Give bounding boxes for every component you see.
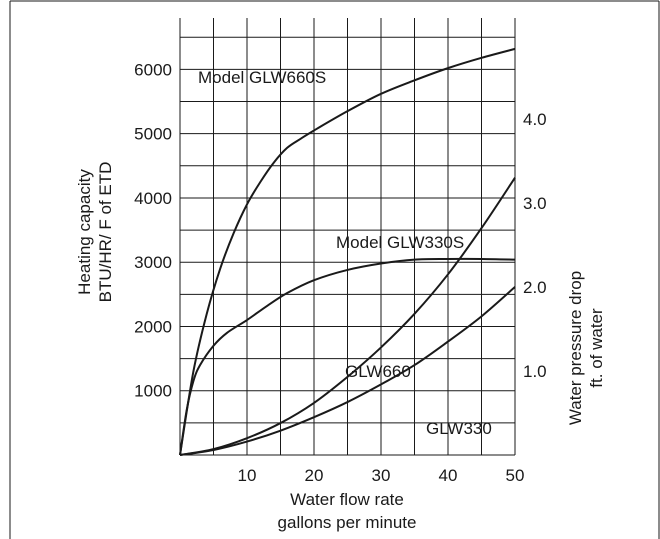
y-tick-label-2000: 2000 <box>134 317 172 336</box>
curves <box>179 47 516 456</box>
y2-axis-title-line2: ft. of water <box>587 308 606 388</box>
y-tick-label-4000: 4000 <box>134 189 172 208</box>
x-tick-label-50: 50 <box>506 466 525 485</box>
y2-tick-label-2: 2.0 <box>523 278 547 297</box>
y2-tick-label-4: 4.0 <box>523 110 547 129</box>
x-tick-label-40: 40 <box>439 466 458 485</box>
series-label-glw330s: Model GLW330S <box>336 233 464 252</box>
y-tick-label-6000: 6000 <box>134 60 172 79</box>
y2-tick-label-1: 1.0 <box>523 362 547 381</box>
x-axis-title-line1: Water flow rate <box>290 490 404 509</box>
grid <box>179 18 516 456</box>
x-tick-label-10: 10 <box>238 466 257 485</box>
y2-axis-title-line1: Water pressure drop <box>566 271 585 425</box>
series-line-model-glw660s <box>179 47 516 456</box>
x-tick-label-20: 20 <box>305 466 324 485</box>
y-axis-title-line2: BTU/HR/ F of ETD <box>96 162 115 303</box>
y-axis-title-line1: Heating capacity <box>75 169 94 295</box>
series-label-glw660: GLW660 <box>345 362 411 381</box>
series-line-glw660 <box>179 177 516 456</box>
tick-labels: 10 20 30 40 50 1000 2000 3000 4000 5000 6000 1.0 2.0… <box>134 60 546 485</box>
x-tick-label-30: 30 <box>372 466 391 485</box>
series-label-glw660s: Model GLW660S <box>198 68 326 87</box>
y-tick-label-3000: 3000 <box>134 253 172 272</box>
x-axis-title-line2: gallons per minute <box>278 513 417 532</box>
series-line-glw330 <box>179 286 516 456</box>
y-tick-label-1000: 1000 <box>134 382 172 401</box>
y2-tick-label-3: 3.0 <box>523 194 547 213</box>
y-tick-label-5000: 5000 <box>134 125 172 144</box>
series-label-glw330: GLW330 <box>426 419 492 438</box>
series-line-model-glw330s <box>179 257 516 456</box>
